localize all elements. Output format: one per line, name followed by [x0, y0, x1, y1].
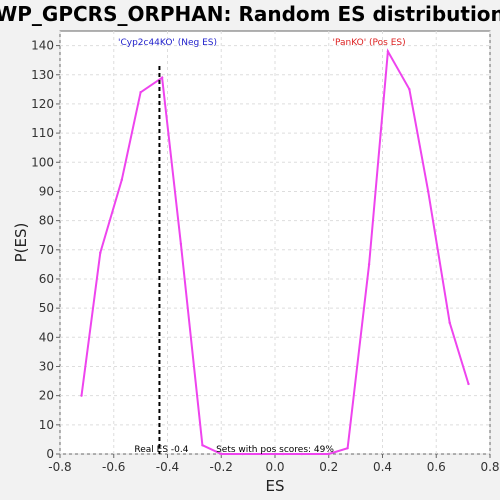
data-point [120, 178, 124, 181]
y-tick-label: 140 [31, 39, 54, 53]
pos-scores-annotation: Sets with pos scores: 49% [216, 445, 334, 455]
y-tick-label: 100 [31, 155, 54, 169]
y-tick-label: 10 [39, 418, 54, 432]
data-point [80, 394, 83, 397]
data-point [99, 251, 102, 254]
data-point [139, 91, 142, 94]
real-es-label: Real ES -0.4 [134, 445, 188, 455]
data-point [327, 452, 330, 456]
neg-es-label: 'Cyp2c44KO' (Neg ES) [118, 38, 217, 48]
data-point [386, 50, 390, 53]
pos-es-label: 'PanKO' (Pos ES) [332, 38, 405, 48]
x-tick-label: 0.4 [373, 460, 392, 474]
data-point [300, 452, 304, 456]
y-tick-label: 40 [39, 330, 54, 344]
data-point [220, 452, 223, 456]
x-tick-label: 0.0 [265, 460, 284, 474]
data-point [179, 242, 183, 246]
y-tick-label: 130 [31, 68, 54, 82]
data-point [426, 190, 430, 193]
x-tick-label: -0.8 [48, 460, 71, 474]
y-tick-label: 0 [46, 447, 54, 461]
data-point [346, 446, 349, 450]
x-axis-label: ES [266, 477, 285, 495]
data-point [448, 321, 451, 324]
y-tick-label: 120 [31, 97, 54, 111]
y-tick-label: 20 [39, 389, 54, 403]
y-tick-label: 90 [39, 184, 54, 198]
x-tick-label: 0.6 [427, 460, 446, 474]
y-axis-label: P(ES) [12, 223, 30, 263]
data-point [201, 444, 204, 447]
data-point [467, 382, 470, 386]
x-tick-label: 0.2 [319, 460, 338, 474]
y-tick-label: 70 [39, 243, 54, 257]
data-point [260, 452, 263, 456]
data-point [408, 88, 411, 91]
axis-ticks: 0 10 20 30 40 50 60 70 80 90 100 110 120 130 140 -0.8 -0… [31, 39, 499, 474]
x-tick-label: -0.4 [156, 460, 179, 474]
x-tick-label: -0.6 [102, 460, 125, 474]
series-line [80, 48, 470, 455]
data-point [241, 452, 244, 456]
chart-title: WP_GPCRS_ORPHAN: Random ES distribution [0, 2, 500, 26]
series-layer [80, 48, 470, 456]
data-point [367, 263, 371, 266]
y-tick-label: 60 [39, 272, 54, 286]
data-point [281, 452, 285, 456]
y-tick-label: 110 [31, 126, 54, 140]
y-tick-label: 50 [39, 301, 54, 315]
y-tick-label: 80 [39, 214, 54, 228]
x-tick-label: 0.8 [480, 460, 499, 474]
data-point [160, 76, 164, 79]
y-tick-label: 30 [39, 359, 54, 373]
x-tick-label: -0.2 [210, 460, 233, 474]
